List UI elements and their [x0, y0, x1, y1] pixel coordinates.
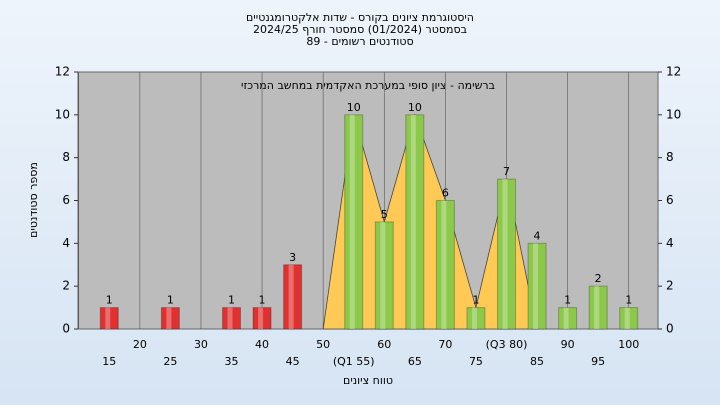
bar-shine	[410, 114, 416, 329]
value-label: 1	[625, 294, 632, 307]
y-tick-label: 10	[55, 107, 70, 121]
x-tick-label: 20	[133, 338, 147, 351]
title-line: בסמסטר (01/2024) סמסטר חורף 2024/25	[253, 23, 467, 36]
y-tick-label: 12	[55, 65, 70, 79]
y-tick-label: 8	[62, 150, 70, 164]
bar	[344, 114, 364, 330]
value-label: 3	[289, 251, 296, 264]
bar-shine	[441, 200, 447, 329]
x-tick-label: 35	[225, 355, 239, 368]
bar	[588, 285, 608, 330]
x-tick-label: 95	[591, 355, 605, 368]
y-tick-label: 2	[62, 279, 70, 293]
bar-shine	[594, 286, 600, 329]
bar	[435, 200, 455, 330]
bar	[283, 264, 303, 330]
y-tick-label: 0	[62, 322, 70, 336]
bar	[527, 242, 547, 330]
bar-shine	[502, 179, 508, 329]
bar-shine	[624, 307, 630, 329]
bar	[222, 307, 241, 330]
y-tick-label: 10	[666, 107, 681, 121]
value-label: 1	[167, 294, 174, 307]
x-tick-label: 50	[316, 338, 330, 351]
value-label: 7	[503, 165, 510, 178]
value-label: 1	[259, 294, 266, 307]
bar-shine	[471, 307, 477, 329]
value-label: 1	[106, 294, 113, 307]
y-tick-label: 2	[666, 279, 674, 293]
value-label: 2	[595, 272, 602, 285]
value-label: 10	[408, 101, 422, 114]
bar-shine	[227, 307, 233, 329]
bar-shine	[105, 307, 111, 329]
x-tick-label: 75	[469, 355, 483, 368]
bar-shine	[258, 307, 264, 329]
title-line: סטודנטים רשומים - 89	[306, 35, 413, 48]
y-tick-label: 6	[666, 193, 674, 207]
bar-shine	[166, 307, 172, 329]
x-tick-label: (Q3 80)	[486, 338, 528, 351]
x-tick-label: 25	[163, 355, 177, 368]
value-label: 1	[472, 294, 479, 307]
bar	[252, 307, 272, 330]
bar	[405, 114, 425, 330]
bar-shine	[533, 243, 539, 329]
y-tick-label: 8	[666, 150, 674, 164]
x-tick-label: 15	[102, 355, 116, 368]
x-tick-label: 70	[438, 338, 452, 351]
bar-shine	[563, 307, 569, 329]
value-label: 4	[534, 229, 541, 242]
x-tick-label: 65	[408, 355, 422, 368]
value-label: 1	[564, 294, 571, 307]
value-label: 1	[228, 294, 235, 307]
bar	[374, 221, 394, 330]
x-tick-label: 45	[286, 355, 300, 368]
y-tick-label: 4	[666, 236, 674, 250]
bar	[466, 307, 486, 330]
x-tick-label: 90	[561, 338, 575, 351]
bar	[558, 307, 578, 330]
x-tick-label: 100	[618, 338, 639, 351]
bar	[160, 307, 180, 330]
x-tick-label: 40	[255, 338, 269, 351]
value-label: 6	[442, 187, 449, 200]
annotation: ברשימה - ציון סופי במערכת האקדמית במחשב …	[241, 79, 495, 92]
bar-shine	[380, 221, 386, 329]
y-tick-label: 4	[62, 236, 70, 250]
x-tick-label: (Q1 55)	[333, 355, 375, 368]
x-tick-label: 85	[530, 355, 544, 368]
x-tick-label: 60	[377, 338, 391, 351]
y-tick-label: 6	[62, 193, 70, 207]
bar	[497, 178, 516, 330]
y-tick-label: 12	[666, 65, 681, 79]
value-label: 5	[381, 208, 388, 221]
y-axis-label: מספר סטודנטים	[27, 162, 40, 238]
bar	[99, 307, 119, 330]
bar-shine	[349, 114, 355, 329]
value-label: 10	[347, 101, 361, 114]
bar-shine	[288, 264, 294, 329]
y-tick-label: 0	[666, 322, 674, 336]
bar	[619, 307, 639, 330]
x-tick-label: 30	[194, 338, 208, 351]
title-line: היסטוגרמת ציונים בקורס - שדות אלקטרומגנט…	[246, 11, 474, 24]
x-axis-label: טווח ציונים	[343, 374, 393, 387]
